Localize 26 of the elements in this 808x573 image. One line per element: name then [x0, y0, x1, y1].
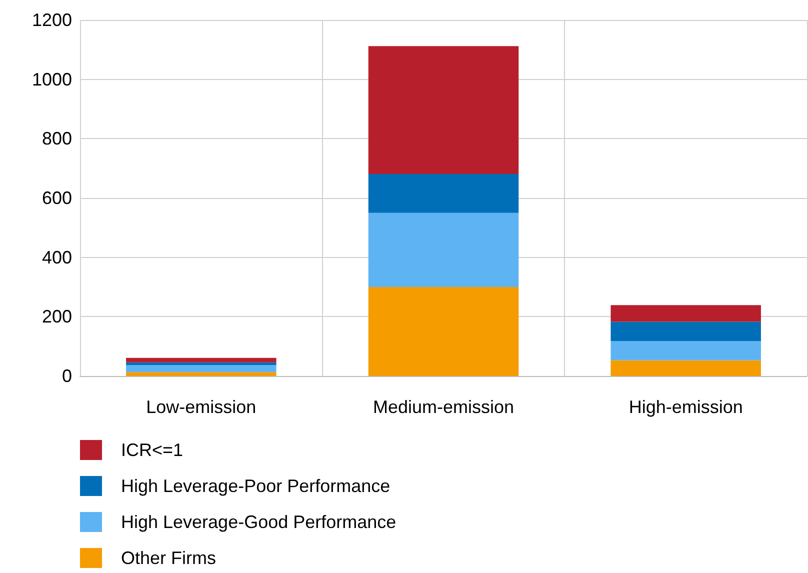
- bar: [126, 372, 276, 376]
- x-tick-label: High-emission: [628, 397, 743, 417]
- bar: [610, 340, 761, 360]
- y-tick-label: 1200: [32, 10, 72, 30]
- y-tick-label: 200: [42, 306, 72, 327]
- y-tick-label: 0: [62, 366, 72, 386]
- bar: [610, 305, 761, 322]
- legend-label: High Leverage-Poor Performance: [121, 476, 390, 496]
- x-tick-label: Medium-emission: [372, 397, 514, 417]
- y-tick-label: 400: [42, 247, 72, 268]
- legend-label: High Leverage-Good Performance: [121, 512, 396, 532]
- bar: [610, 322, 761, 341]
- legend-label: ICR<=1: [121, 440, 184, 460]
- y-tick-label: 600: [42, 188, 72, 208]
- y-tick-label: 800: [42, 128, 72, 149]
- legend-label: Other Firms: [121, 548, 216, 568]
- bar: [368, 287, 519, 376]
- x-tick-label: Low-emission: [146, 397, 256, 417]
- bar: [368, 174, 519, 213]
- bar: [368, 46, 519, 174]
- bar: [610, 360, 761, 376]
- bar: [126, 365, 276, 372]
- bar: [368, 212, 519, 287]
- y-tick-label: 1000: [32, 69, 72, 90]
- bar: [126, 358, 276, 362]
- bar: [126, 362, 276, 366]
